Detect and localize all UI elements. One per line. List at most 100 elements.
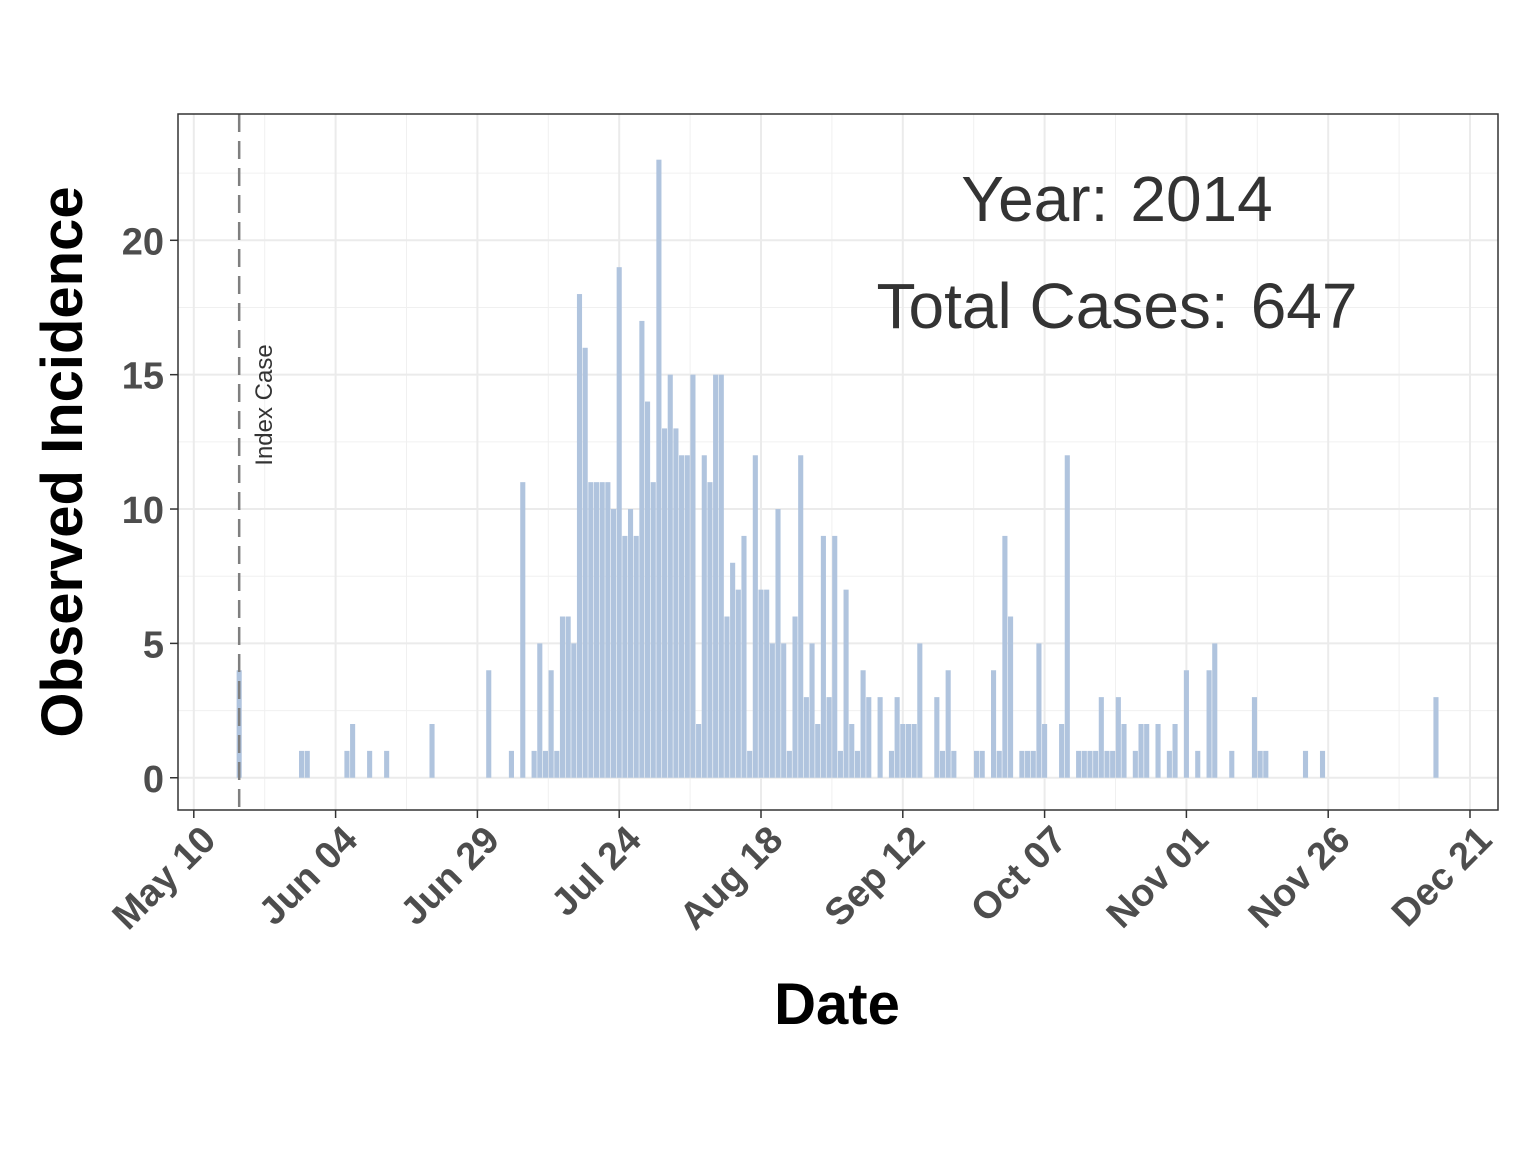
- y-tick-label: 10: [122, 490, 164, 532]
- incidence-bar: [1166, 750, 1172, 778]
- incidence-bar: [951, 750, 957, 778]
- incidence-bar: [718, 374, 724, 778]
- incidence-bar: [599, 482, 605, 778]
- incidence-bar: [860, 670, 866, 778]
- incidence-bar: [622, 535, 628, 778]
- incidence-bar: [798, 455, 804, 778]
- incidence-bar: [990, 670, 997, 778]
- incidence-bar: [866, 697, 872, 778]
- incidence-bar: [1183, 670, 1189, 778]
- incidence-bar: [1263, 750, 1269, 778]
- incidence-bar: [520, 482, 526, 778]
- incidence-bar: [764, 589, 770, 778]
- incidence-bar: [554, 750, 560, 778]
- incidence-bar: [1064, 455, 1070, 778]
- incidence-bar: [1251, 697, 1258, 778]
- y-tick-label: 0: [143, 759, 164, 801]
- incidence-bar: [724, 616, 730, 778]
- incidence-bar: [1098, 697, 1104, 778]
- incidence-bar: [973, 750, 980, 778]
- incidence-bar: [917, 643, 923, 778]
- incidence-bar: [548, 670, 554, 778]
- incidence-bar: [1087, 750, 1093, 778]
- incidence-bar: [713, 374, 719, 778]
- incidence-bar: [633, 535, 639, 778]
- incidence-bar: [610, 509, 617, 778]
- incidence-bar: [786, 750, 792, 778]
- incidence-bar: [775, 509, 781, 778]
- incidence-bar: [1229, 750, 1235, 778]
- incidence-bar: [707, 482, 713, 778]
- incidence-bar: [576, 294, 583, 778]
- incidence-bar: [299, 750, 305, 778]
- incidence-bar: [996, 750, 1002, 778]
- incidence-bar: [837, 750, 843, 778]
- incidence-bar: [758, 589, 764, 778]
- incidence-bar: [730, 562, 736, 778]
- incidence-bar: [344, 750, 350, 778]
- incidence-bar: [877, 697, 883, 778]
- annotation-year-label: Year:: [961, 163, 1108, 235]
- annotation-total-cases: Total Cases: 647: [877, 270, 1358, 342]
- incidence-bar: [832, 535, 838, 778]
- incidence-bar: [803, 697, 809, 778]
- incidence-bar: [1138, 724, 1144, 778]
- incidence-bar: [905, 724, 912, 778]
- incidence-bar: [945, 670, 951, 778]
- incidence-bar: [820, 535, 826, 778]
- incidence-bar: [815, 724, 821, 778]
- incidence-bar: [843, 589, 849, 778]
- incidence-bar: [888, 750, 895, 778]
- incidence-bar: [735, 589, 741, 778]
- incidence-bar: [565, 616, 571, 778]
- incidence-bar: [1104, 750, 1110, 778]
- incidence-bar: [627, 509, 634, 778]
- incidence-bar: [656, 159, 662, 778]
- incidence-bar: [571, 643, 577, 778]
- incidence-bar: [304, 750, 310, 778]
- incidence-bar: [593, 482, 600, 778]
- incidence-bar: [1257, 750, 1263, 778]
- incidence-bar: [1132, 750, 1138, 778]
- incidence-bar: [537, 643, 543, 778]
- incidence-bar: [690, 374, 696, 778]
- incidence-bar: [559, 616, 566, 778]
- annotation-total-value: 647: [1251, 270, 1358, 342]
- incidence-bar: [1110, 750, 1116, 778]
- incidence-bar: [809, 643, 815, 778]
- incidence-bar: [1144, 724, 1150, 778]
- incidence-bar: [582, 347, 588, 778]
- incidence-bar: [350, 724, 356, 778]
- incidence-bar: [1081, 750, 1087, 778]
- incidence-bar: [1155, 724, 1161, 778]
- incidence-bar: [605, 482, 611, 778]
- incidence-bar: [911, 724, 917, 778]
- incidence-bar: [1030, 750, 1036, 778]
- incidence-bar: [1059, 724, 1065, 778]
- incidence-bar: [531, 750, 537, 778]
- incidence-bar: [508, 750, 514, 778]
- incidence-bar: [747, 750, 753, 778]
- incidence-bar: [662, 428, 668, 778]
- incidence-bar: [939, 750, 946, 778]
- incidence-bar: [1212, 643, 1218, 778]
- incidence-bar: [1036, 643, 1042, 778]
- incidence-bar: [1302, 750, 1309, 778]
- incidence-bar: [1206, 670, 1212, 778]
- incidence-bar: [1433, 697, 1439, 778]
- incidence-bar: [792, 616, 798, 778]
- incidence-bar: [934, 697, 940, 778]
- incidence-bar: [1093, 750, 1099, 778]
- y-tick-label: 5: [143, 624, 164, 666]
- index-case-marker: Index Case: [237, 114, 278, 810]
- annotation-total-label: Total Cases:: [877, 270, 1229, 342]
- incidence-bar: [1121, 724, 1127, 778]
- incidence-bar: [1008, 616, 1014, 778]
- incidence-bar: [486, 670, 492, 778]
- bars-layer: [236, 159, 1439, 778]
- incidence-bar: [1172, 724, 1178, 778]
- incidence-bar: [849, 724, 855, 778]
- incidence-bar: [979, 750, 985, 778]
- incidence-bar: [701, 455, 707, 778]
- incidence-bar: [1076, 750, 1082, 778]
